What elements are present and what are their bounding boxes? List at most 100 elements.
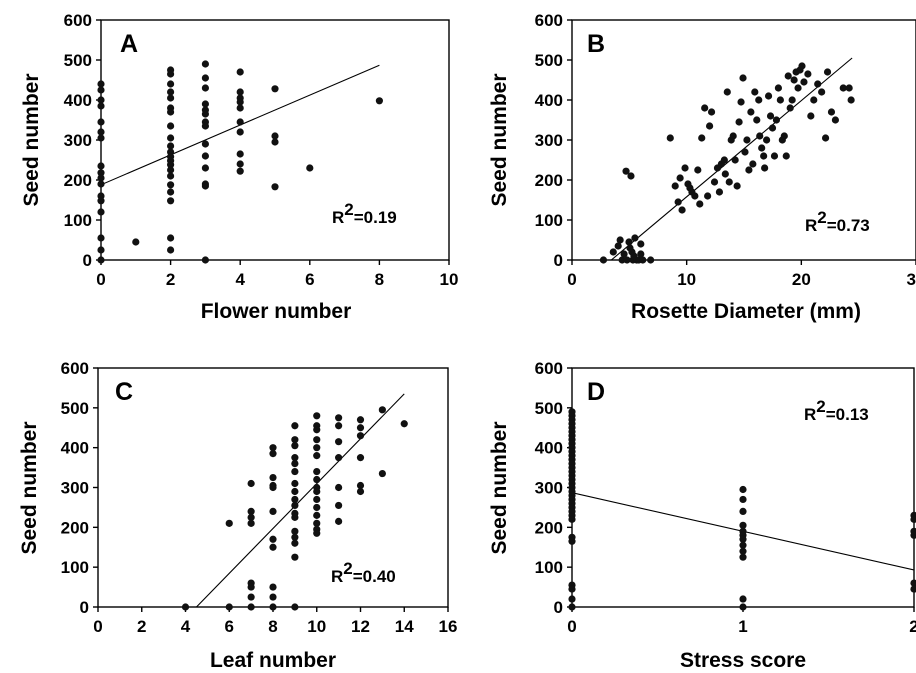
data-point [715, 188, 724, 196]
data-point [167, 88, 175, 96]
data-point [269, 507, 277, 515]
r2-exponent: 2 [817, 208, 826, 227]
data-point [313, 503, 321, 512]
r2-exponent: 2 [816, 397, 825, 416]
data-point [291, 487, 299, 496]
data-point [739, 507, 747, 515]
data-point [614, 242, 622, 250]
y-tick-label: 0 [554, 598, 563, 617]
data-point [616, 236, 624, 244]
data-point [291, 467, 299, 476]
data-point [784, 72, 792, 80]
data-point [236, 150, 244, 158]
y-tick-label: 400 [535, 91, 563, 110]
x-tick-label: 20 [792, 270, 811, 289]
data-point [631, 234, 639, 242]
data-point [356, 487, 365, 496]
data-point [167, 234, 175, 242]
y-tick-label: 400 [535, 439, 563, 458]
data-point [306, 164, 314, 172]
x-tick-label: 0 [567, 617, 576, 636]
y-tick-label: 300 [61, 479, 89, 498]
data-point [97, 169, 105, 177]
data-point [747, 108, 755, 116]
data-point [910, 515, 916, 523]
data-point [637, 250, 645, 258]
data-point [691, 192, 699, 200]
y-tick-label: 600 [535, 359, 563, 378]
r2-value: =0.40 [353, 567, 396, 586]
y-tick-label: 500 [64, 51, 92, 70]
data-point [313, 511, 321, 519]
data-point [167, 172, 175, 180]
r2-exponent: 2 [344, 200, 353, 219]
y-axis-label: Seed number [18, 421, 41, 554]
data-point [236, 104, 244, 112]
data-point [247, 513, 255, 521]
x-tick-label: 14 [395, 617, 414, 636]
panel-letter: B [587, 30, 605, 58]
data-point [761, 164, 769, 172]
data-point [291, 479, 299, 488]
data-point [167, 70, 175, 78]
data-point [97, 197, 105, 205]
data-point [236, 128, 244, 136]
data-point [623, 256, 631, 264]
data-point [313, 444, 321, 452]
data-point [247, 593, 255, 601]
y-tick-label: 500 [61, 399, 89, 418]
data-point [269, 444, 277, 452]
data-point [568, 585, 576, 593]
y-tick-label: 400 [61, 439, 89, 458]
data-point [760, 152, 768, 160]
data-point [291, 454, 299, 462]
data-point [620, 250, 628, 258]
y-tick-label: 200 [535, 518, 563, 537]
data-point [356, 454, 365, 462]
data-point [269, 473, 277, 482]
data-point [804, 70, 812, 78]
data-point [356, 416, 365, 424]
data-point [735, 118, 743, 126]
data-point [626, 244, 634, 252]
data-point [291, 460, 299, 468]
y-tick-label: 300 [64, 131, 92, 150]
data-point [97, 234, 105, 242]
data-point [731, 156, 739, 164]
data-point [201, 60, 209, 68]
data-point [313, 475, 321, 484]
data-point [845, 84, 853, 92]
data-point [247, 479, 255, 488]
data-point [599, 256, 608, 264]
data-point [622, 167, 630, 175]
data-point [247, 603, 255, 611]
data-point [794, 84, 802, 92]
data-point [814, 80, 822, 88]
x-tick-label: 2 [909, 617, 916, 636]
data-point [236, 98, 244, 106]
data-point [739, 535, 747, 543]
data-point [847, 96, 855, 104]
data-point [681, 164, 689, 172]
data-point [201, 100, 209, 108]
r2-label: R2=0.73 [805, 208, 870, 235]
y-tick-label: 100 [61, 558, 89, 577]
y-tick-label: 300 [535, 479, 563, 498]
y-axis-label: Seed number [488, 421, 511, 554]
data-point [167, 94, 175, 102]
data-point [313, 467, 321, 476]
x-tick-label: 30 [907, 270, 916, 289]
data-point [291, 442, 299, 450]
data-point [910, 579, 916, 587]
data-point [201, 256, 209, 264]
r2-label: R2=0.13 [804, 397, 869, 424]
data-point [167, 80, 175, 88]
data-point [313, 436, 321, 444]
data-point [733, 182, 741, 190]
data-point [201, 84, 209, 92]
x-tick-label: 2 [166, 270, 175, 289]
data-point [167, 188, 175, 196]
y-tick-label: 100 [535, 558, 563, 577]
x-tick-label: 10 [440, 270, 459, 289]
